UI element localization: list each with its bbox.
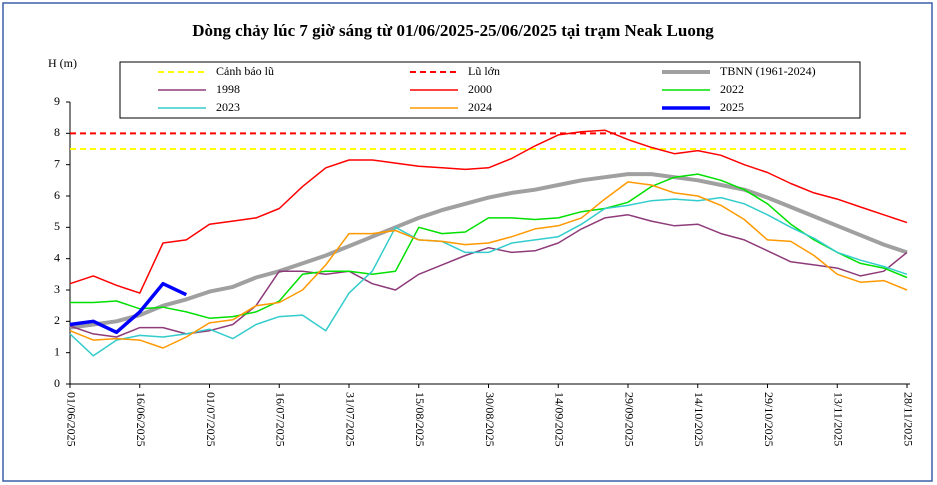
- legend: [119, 61, 861, 119]
- x-tick-label: 16/06/2025: [134, 392, 148, 447]
- chart-title: Dòng chảy lúc 7 giờ sáng từ 01/06/2025-2…: [192, 21, 714, 40]
- x-tick-label: 14/09/2025: [553, 392, 567, 447]
- x-tick-label: 28/11/2025: [901, 392, 915, 446]
- x-tick-label: 16/07/2025: [274, 392, 288, 447]
- y-tick-label: 1: [54, 344, 60, 358]
- series-line: [69, 172, 908, 330]
- series-line: [70, 173, 908, 319]
- y-tick-label: 4: [54, 250, 60, 264]
- y-tick-label: 7: [54, 156, 60, 170]
- x-tick-label: 29/10/2025: [762, 392, 776, 447]
- y-axis-label: H (m): [48, 56, 77, 70]
- legend-label: Lũ lớn: [468, 64, 500, 78]
- series-line: [69, 196, 908, 357]
- series-line: [69, 214, 908, 338]
- y-tick-label: 0: [54, 376, 60, 390]
- legend-label: Cảnh báo lũ: [216, 64, 274, 78]
- x-tick-label: 01/07/2025: [204, 392, 218, 447]
- x-tick-label: 30/08/2025: [483, 392, 497, 447]
- legend-label: 2024: [468, 100, 492, 114]
- legend-label: 1998: [216, 82, 240, 96]
- legend-label: 2025: [720, 100, 744, 114]
- legend-label: 2022: [720, 82, 744, 96]
- y-tick-label: 5: [54, 219, 60, 233]
- y-tick-label: 3: [54, 282, 60, 296]
- x-tick-label: 01/06/2025: [64, 392, 78, 447]
- legend-label: 2000: [468, 82, 492, 96]
- x-tick-label: 14/10/2025: [692, 392, 706, 447]
- series-line: [69, 181, 908, 349]
- x-tick-label: 13/11/2025: [832, 392, 846, 446]
- series-line: [69, 129, 908, 294]
- x-tick-label: 15/08/2025: [413, 392, 427, 447]
- x-tick-label: 31/07/2025: [343, 392, 357, 447]
- legend-label: TBNN (1961-2024): [720, 64, 816, 78]
- y-tick-label: 2: [54, 313, 60, 327]
- x-tick-label: 29/09/2025: [622, 392, 636, 447]
- series-line: [69, 281, 188, 335]
- y-tick-label: 6: [54, 188, 60, 202]
- y-tick-label: 9: [54, 94, 60, 108]
- y-tick-label: 8: [54, 125, 60, 139]
- legend-label: 2023: [216, 100, 240, 114]
